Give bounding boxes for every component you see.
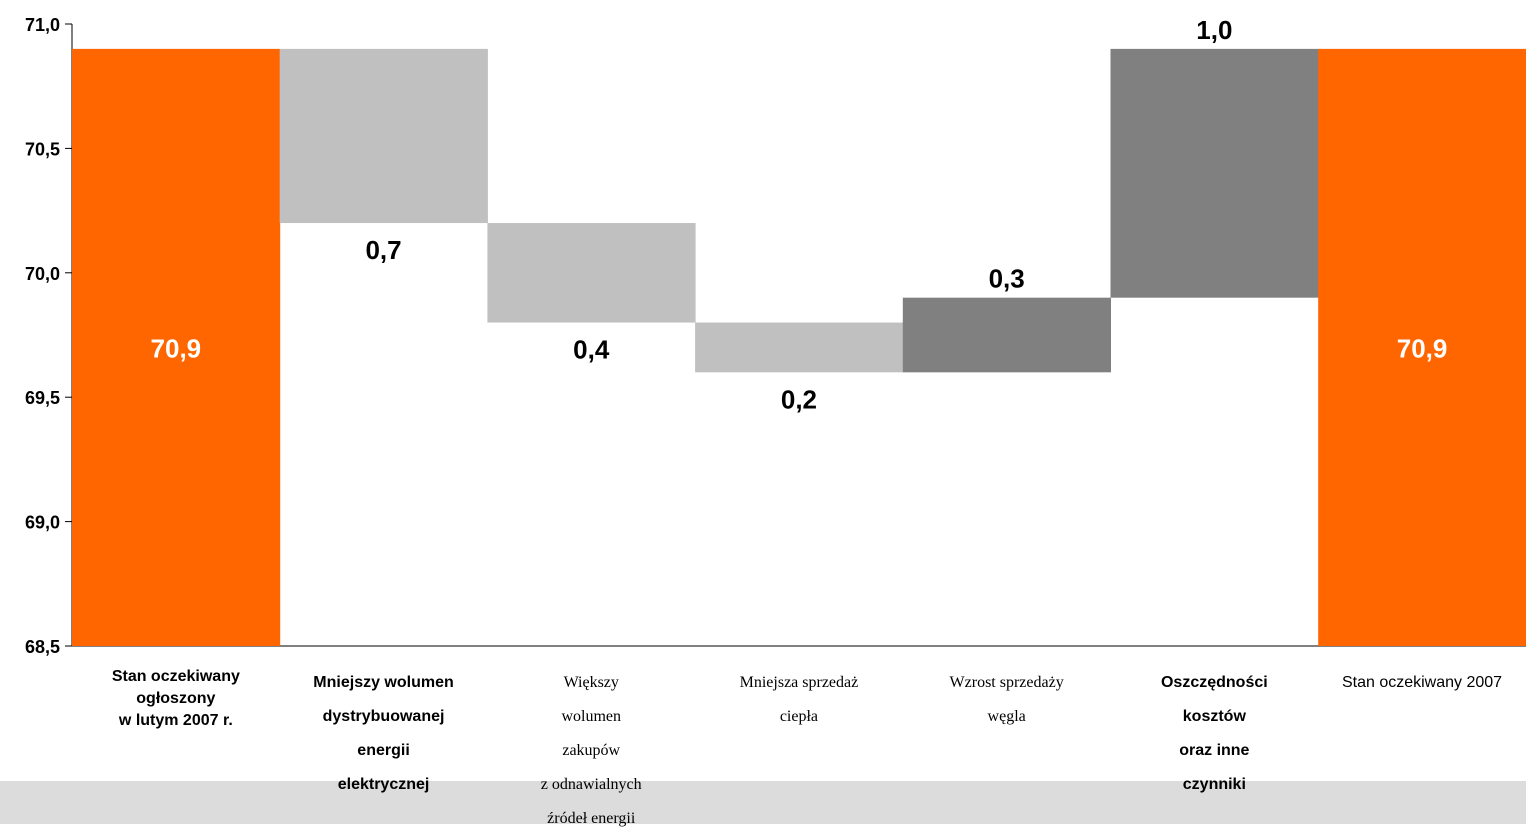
bar-7 [1318,48,1526,646]
value-label-1: 70,9 [151,333,202,363]
value-labels-group: 70,9 0,7 0,4 0,2 0,3 1,0 70,9 [151,15,1448,414]
axes: 71,0 70,5 70,0 69,5 69,0 68,5 [25,15,1526,657]
y-tick-label: 69,5 [25,388,60,408]
y-tick-label: 69,0 [25,513,60,533]
value-label-6: 1,0 [1196,15,1232,45]
bar-6 [1110,48,1319,298]
value-label-7: 70,9 [1397,333,1448,363]
category-label-7: Stan oczekiwany 2007 [1341,674,1503,691]
bar-2 [279,48,488,224]
y-tick-label: 68,5 [25,637,60,657]
value-label-2: 0,7 [365,235,401,265]
bars-group [72,48,1526,646]
y-tick-label: 70,5 [25,139,60,159]
category-label-3: Większy wolumen zakupów z odnawialnych ź… [540,674,642,827]
value-label-4: 0,2 [781,384,817,414]
category-label-6: Oszczędności kosztów oraz inne czynniki [1160,674,1268,793]
bar-1 [72,48,281,646]
category-label-2: Mniejszy wolumen dystrybuowanej energii … [313,674,454,793]
category-label-1: Stan oczekiwany ogłoszony w lutym 2007 r… [111,668,240,729]
value-label-5: 0,3 [989,264,1025,294]
y-tick-label: 70,0 [25,264,60,284]
bar-4 [695,322,904,373]
y-tick-label: 71,0 [25,15,60,35]
bar-5 [902,297,1111,373]
footer-band [0,781,1526,824]
bar-3 [487,223,696,323]
category-label-4: Mniejsza sprzedaż ciepła [739,674,859,725]
category-label-5: Wzrost sprzedaży węgla [949,674,1064,725]
value-label-3: 0,4 [573,335,610,365]
